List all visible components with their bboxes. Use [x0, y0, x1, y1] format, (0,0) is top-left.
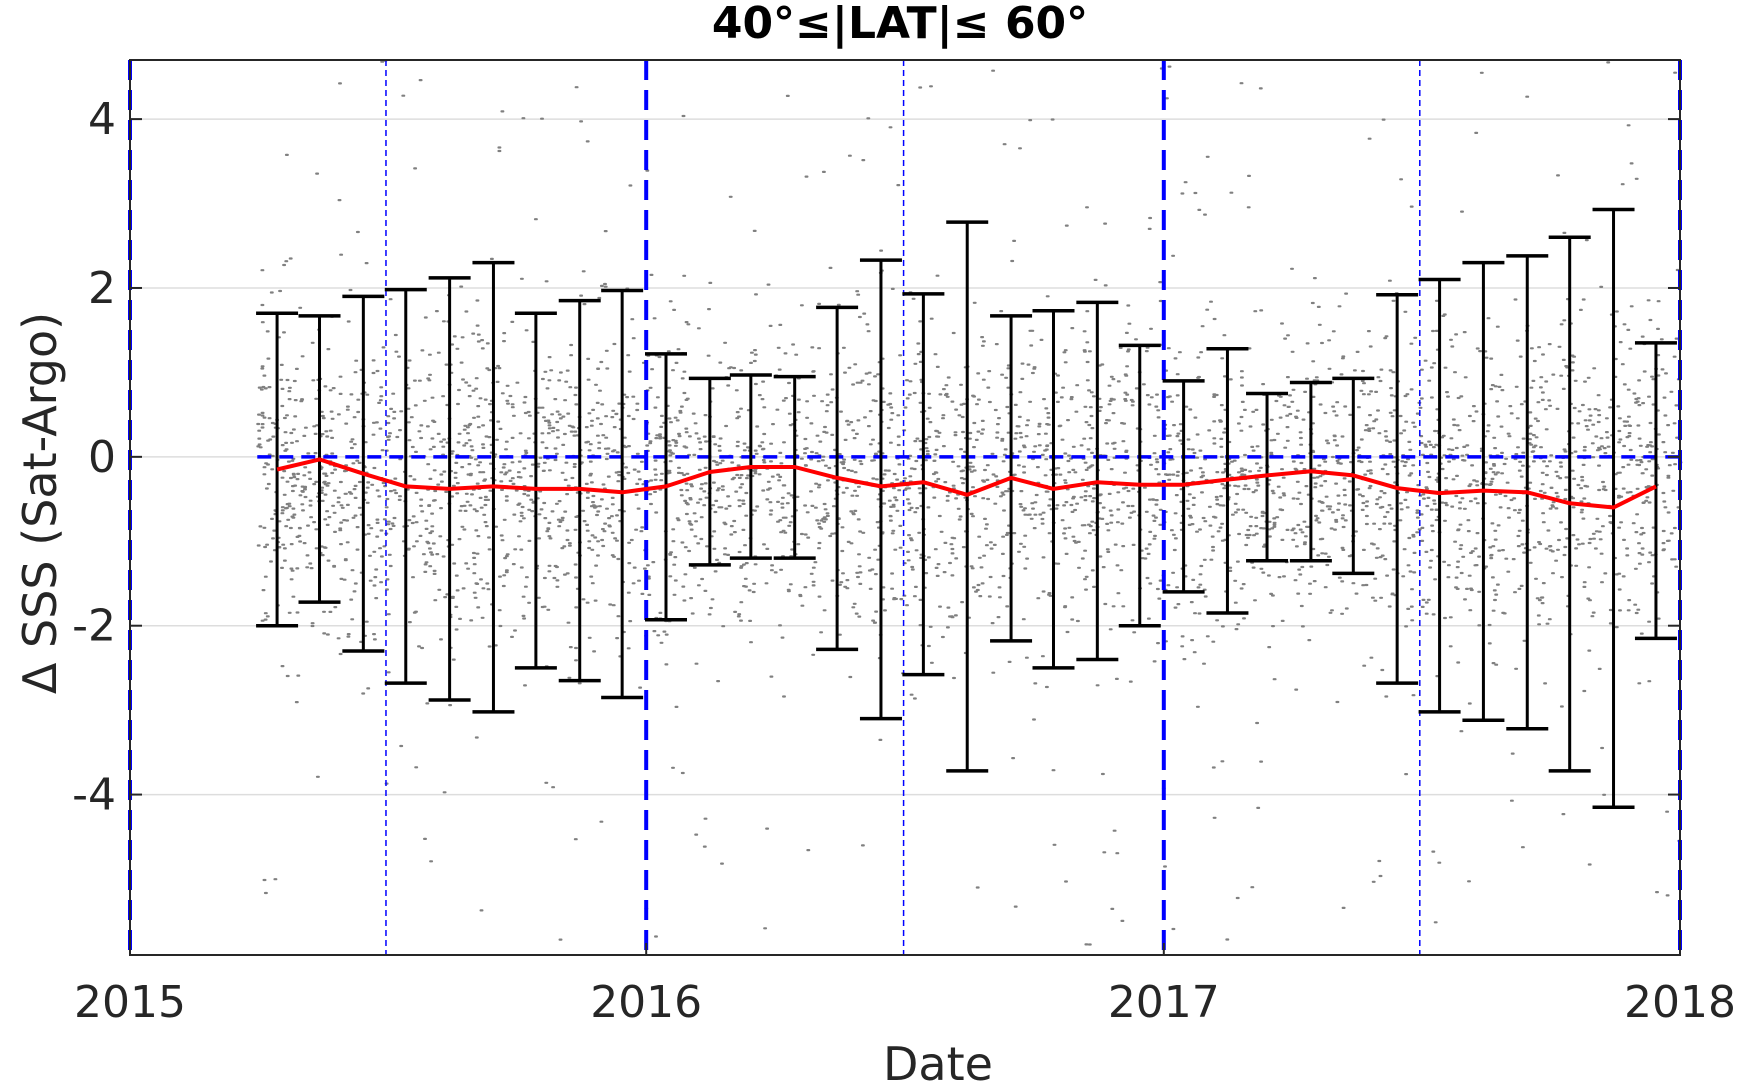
error-bar — [859, 258, 902, 721]
chart-title: 40°≤|LAT|≤ 60° — [712, 0, 1088, 49]
y-axis-label: Δ SSS (Sat-Argo) — [13, 312, 67, 694]
plot-area: 4 2 0 -2 -4 2015 2016 2017 2018 — [72, 59, 1736, 1028]
error-bar — [256, 311, 299, 628]
x-tick-label: 2017 — [1108, 977, 1220, 1028]
axes-frame — [129, 59, 1681, 956]
x-tick-label: 2016 — [590, 977, 702, 1028]
error-bar — [1634, 341, 1677, 641]
scatter-points — [256, 59, 1683, 946]
y-tick-label: 4 — [88, 94, 116, 145]
x-tick-label: 2018 — [1624, 977, 1736, 1028]
y-tick-label: -4 — [72, 770, 116, 821]
x-tick-label: 2015 — [74, 977, 186, 1028]
y-tick-label: -2 — [72, 601, 116, 652]
error-bar — [902, 292, 945, 677]
y-tick-label: 0 — [88, 432, 116, 483]
error-bar — [1418, 277, 1461, 714]
x-axis-label: Date — [883, 1037, 993, 1087]
mean-line — [276, 457, 1657, 510]
y-tick-label: 2 — [88, 263, 116, 314]
